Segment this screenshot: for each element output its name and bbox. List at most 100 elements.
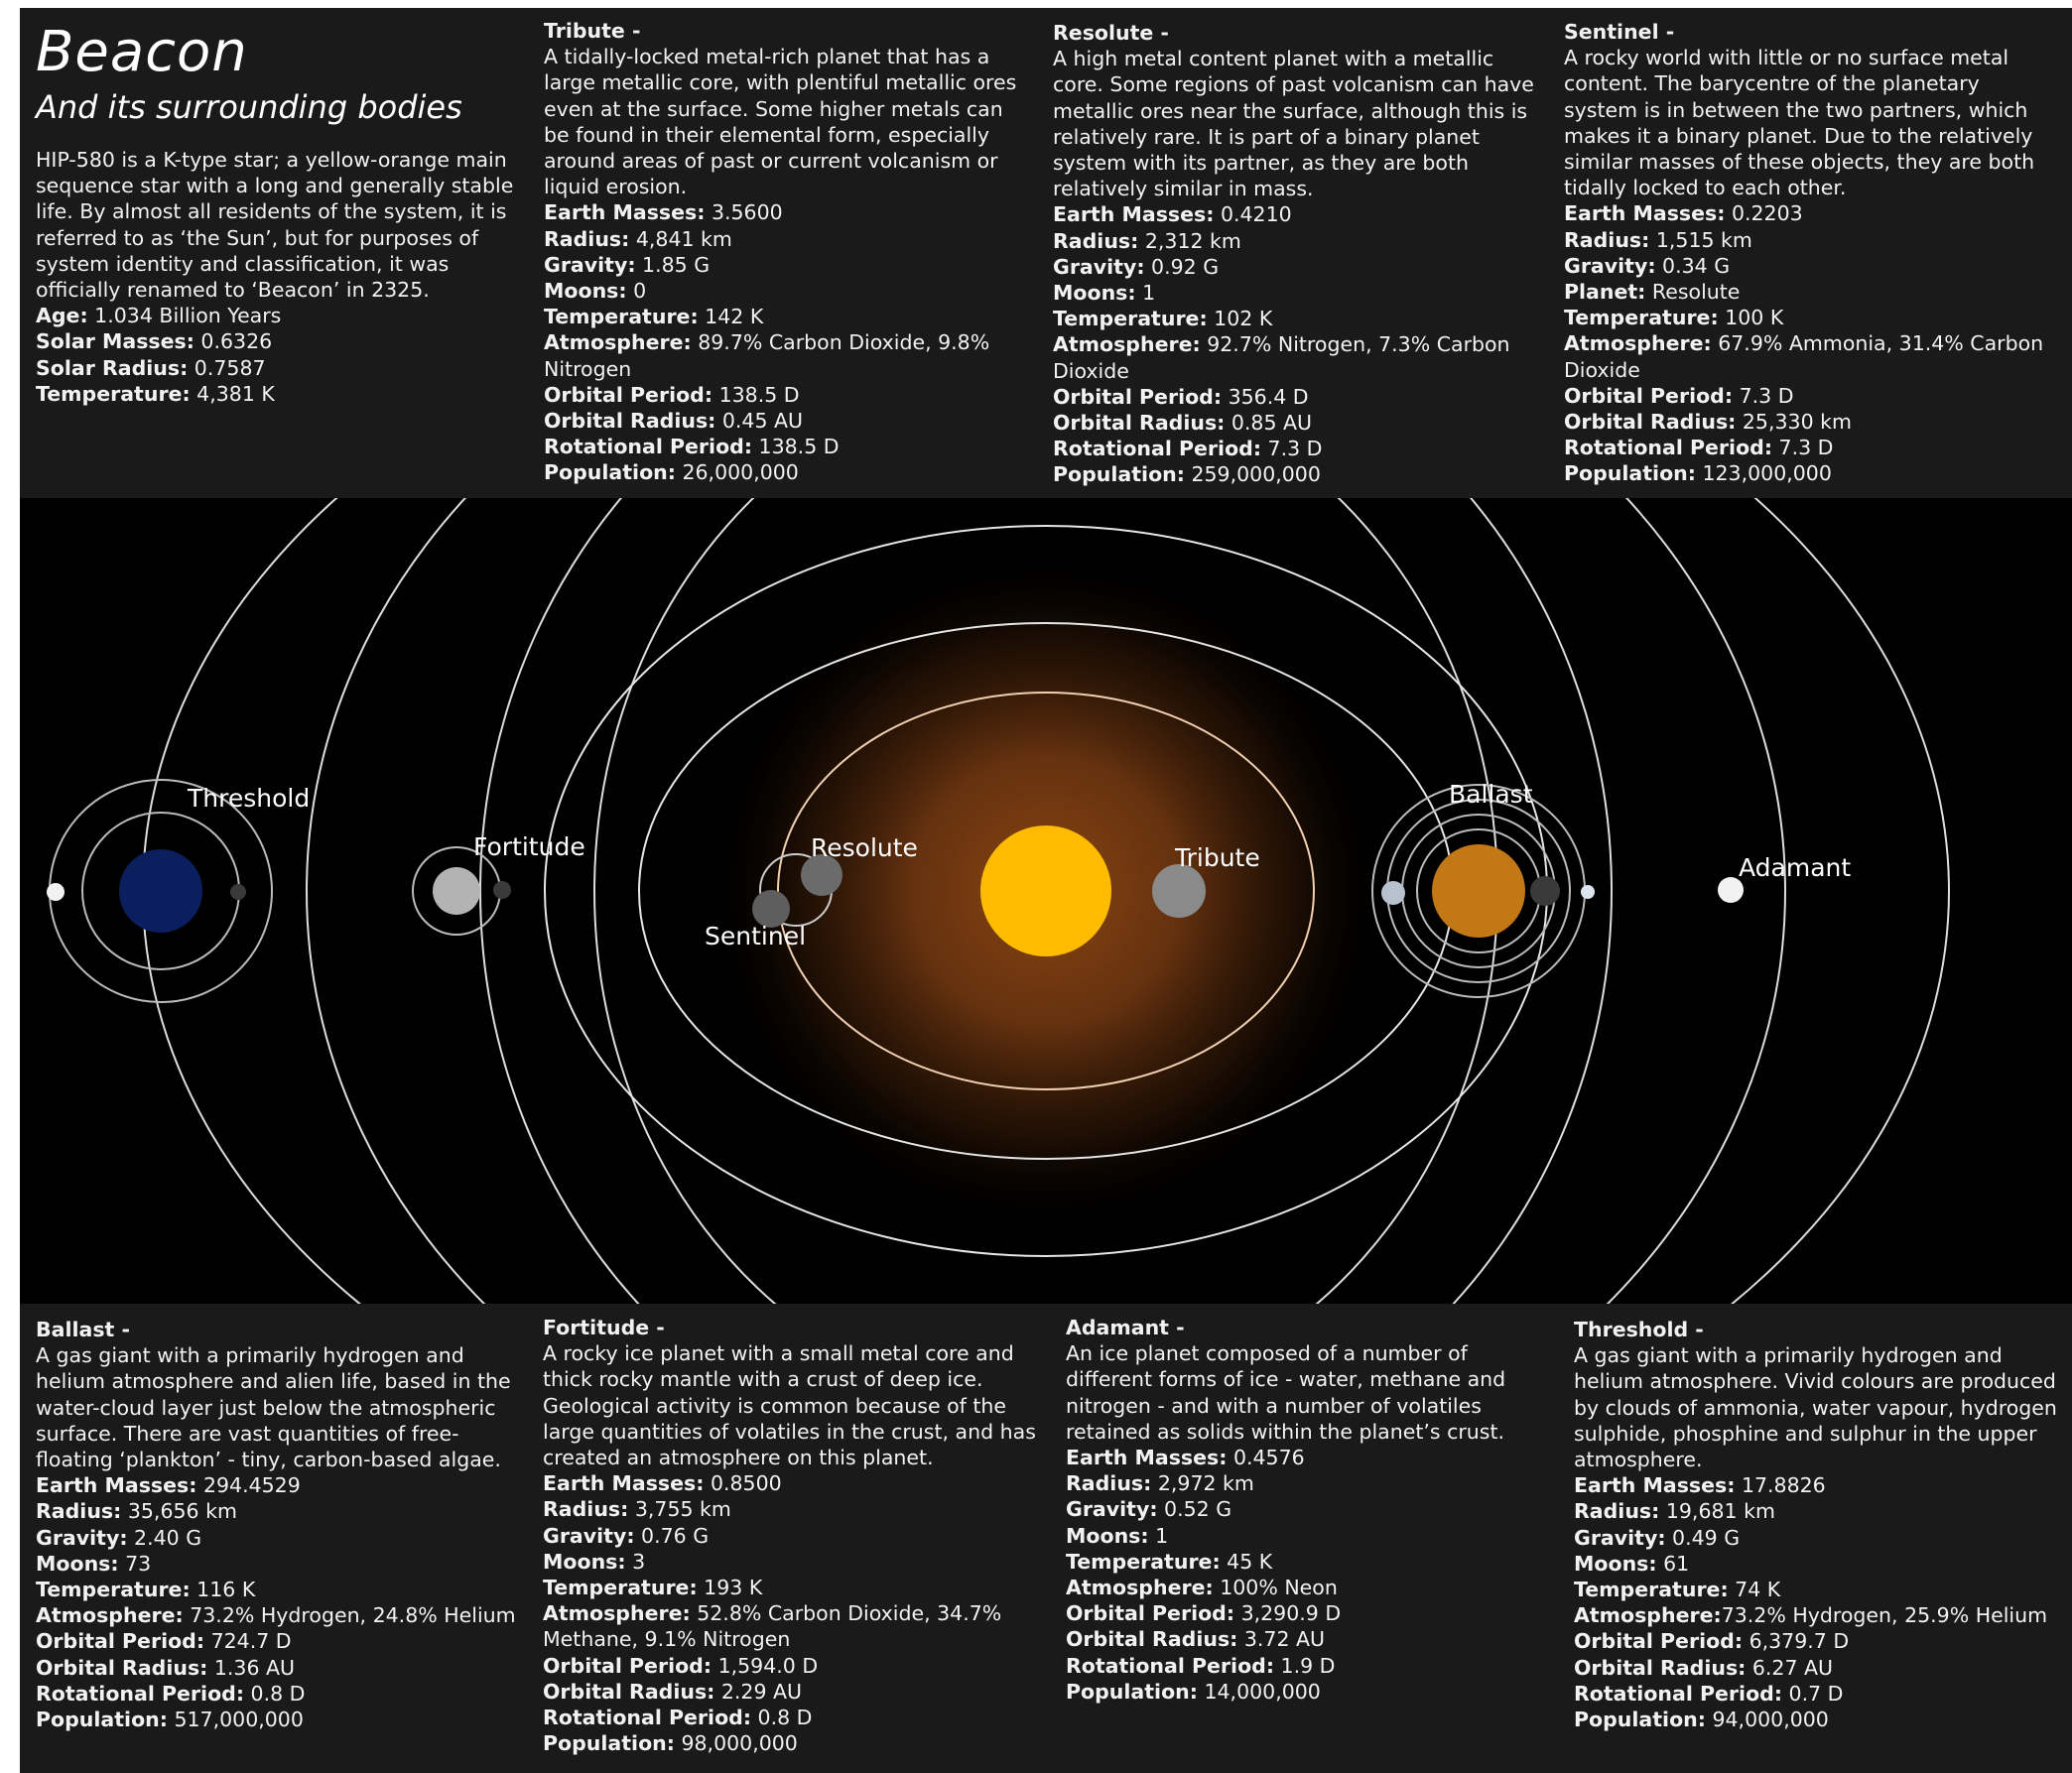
stat-row: Moons: 1 [1066,1523,1552,1549]
stat-value: 138.5 D [752,435,840,459]
stat-value: 1 [1135,281,1156,306]
planet-resolute [801,854,842,896]
body-name: Sentinel - [1564,20,1675,44]
body-description: A tidally-locked metal-rich planet that … [544,45,1017,199]
stat-label: Temperature: [544,305,699,329]
body-description: A gas giant with a primarily hydrogen an… [36,1343,511,1472]
label-adamant: Adamant [1739,853,1851,882]
stat-row: Orbital Radius: 0.85 AU [1053,410,1544,436]
stat-label: Moons: [1053,281,1136,306]
stat-value: 4,841 km [629,226,732,251]
stat-label: Rotational Period: [544,435,753,459]
star-stats: Age: 1.034 Billion Years Solar Masses: 0.… [36,303,522,407]
stat-label: Atmosphere: [543,1601,691,1626]
stat-value: 2.40 G [127,1525,202,1550]
top-info-panel [20,8,2072,498]
stat-label: Orbital Period: [1564,383,1734,408]
stat-value: 0.76 G [634,1523,710,1548]
stat-row: Earth Masses: 0.8500 [543,1470,1044,1496]
stat-value: 3.5600 [705,200,783,225]
planet-sentinel [752,890,790,928]
stat-row: Rotational Period: 7.3 D [1564,435,2055,460]
body-stats: Earth Masses: 294.4529 Radius: 35,656 km G… [36,1472,527,1732]
stat-label: Orbital Period: [1066,1601,1235,1626]
stat-value: 0.45 AU [715,409,804,434]
stat-value: 73.2% Hydrogen, 24.8% Helium [183,1603,516,1628]
stat-value: 2.29 AU [714,1679,803,1704]
stat-value: 138.5 D [712,382,800,407]
stat-row: Population: 98,000,000 [543,1730,1044,1756]
stat-row: Population: 14,000,000 [1066,1679,1552,1705]
stat-value: 98,000,000 [674,1731,798,1756]
stat-row: Gravity: 0.92 G [1053,254,1544,280]
body-name: Tribute - [544,19,641,43]
stat-row: Earth Masses: 0.4210 [1053,201,1544,227]
body-card-adamant: Adamant - An ice planet composed of a nu… [1066,1315,1552,1705]
planet-tribute [1152,864,1206,918]
stat-row: Moons: 0 [544,278,1030,304]
stat-label: Orbital Radius: [1574,1655,1747,1680]
stat-row: Orbital Period: 6,379.7 D [1574,1628,2060,1654]
stat-row: Earth Masses: 17.8826 [1574,1472,2060,1498]
stat-label: Rotational Period: [1574,1681,1783,1706]
stat-label: Earth Masses: [543,1471,705,1496]
stat-label: Radius: [1066,1471,1152,1496]
stat-row: Orbital Period: 138.5 D [544,382,1030,408]
stat-value: 3,755 km [628,1497,731,1522]
stat-value: 0.7 D [1782,1681,1844,1706]
stat-value: 19,681 km [1659,1499,1775,1524]
stat-row: Earth Masses: 0.2203 [1564,200,2055,226]
stat-label: Temperature: [1053,307,1208,331]
stat-label: Atmosphere: [36,1603,184,1628]
body-stats: Earth Masses: 0.4210 Radius: 2,312 km Grav… [1053,201,1544,487]
stat-value: 67.9% Ammonia, 31.4% Carbon Dioxide [1564,331,2044,382]
stat-label: Orbital Period: [1574,1629,1744,1654]
stat-value: 6.27 AU [1746,1655,1834,1680]
stat-row: Age: 1.034 Billion Years [36,303,522,328]
stat-row: Rotational Period: 0.8 D [543,1705,1044,1730]
stat-row: Temperature: 142 K [544,304,1030,329]
stat-value: 2,312 km [1138,228,1241,253]
body-name: Adamant - [1066,1316,1185,1339]
stat-label: Atmosphere: [1564,331,1712,356]
stat-value: 94,000,000 [1705,1708,1829,1732]
label-fortitude: Fortitude [473,832,585,861]
body-description: A rocky ice planet with a small metal co… [543,1341,1036,1470]
stat-row: Gravity: 1.85 G [544,252,1030,278]
stat-label: Radius: [36,1499,122,1524]
stat-label: Gravity: [36,1525,128,1550]
stat-row: Atmosphere: 92.7% Nitrogen, 7.3% Carbon … [1053,331,1544,383]
stat-label: Atmosphere: [1574,1603,1722,1628]
body-stats: Earth Masses: 0.8500 Radius: 3,755 km Grav… [543,1470,1044,1756]
stat-value: 0.49 G [1665,1525,1741,1550]
stat-label: Orbital Period: [544,382,713,407]
stat-value: 1 [1148,1523,1169,1548]
stat-row: Rotational Period: 0.8 D [36,1681,527,1707]
stat-row: Rotational Period: 0.7 D [1574,1681,2060,1707]
stat-value: 0.85 AU [1225,411,1313,436]
stat-label: Temperature: [1564,306,1719,330]
stat-value: 3.72 AU [1237,1627,1326,1652]
stat-row: Moons: 1 [1053,280,1544,306]
stat-value: 74 K [1728,1578,1781,1602]
stat-row: Gravity: 0.49 G [1574,1525,2060,1551]
stat-row: Solar Masses: 0.6326 [36,328,522,354]
stat-label: Radius: [1053,228,1139,253]
stat-value: 0.8500 [704,1471,782,1496]
stat-value: 0.34 G [1655,253,1731,278]
stat-label: Temperature: [1066,1549,1221,1574]
stat-label: Moons: [544,279,627,304]
stat-row: Orbital Radius: 25,330 km [1564,409,2055,435]
label-ballast: Ballast [1449,780,1533,809]
stat-value: 7.3 D [1733,383,1794,408]
label-sentinel: Sentinel [705,922,806,950]
stat-label: Planet: [1564,280,1646,305]
stat-row: Orbital Period: 356.4 D [1053,384,1544,410]
stat-row: Rotational Period: 1.9 D [1066,1653,1552,1679]
orbit-tribute [777,692,1315,1090]
stat-value: 92.7% Nitrogen, 7.3% Carbon Dioxide [1053,332,1510,383]
body-description: A gas giant with a primarily hydrogen an… [1574,1343,2057,1472]
stat-value: 1.85 G [635,252,711,277]
body-card-fortitude: Fortitude - A rocky ice planet with a sm… [543,1315,1044,1756]
stat-label: Temperature: [36,1578,191,1602]
